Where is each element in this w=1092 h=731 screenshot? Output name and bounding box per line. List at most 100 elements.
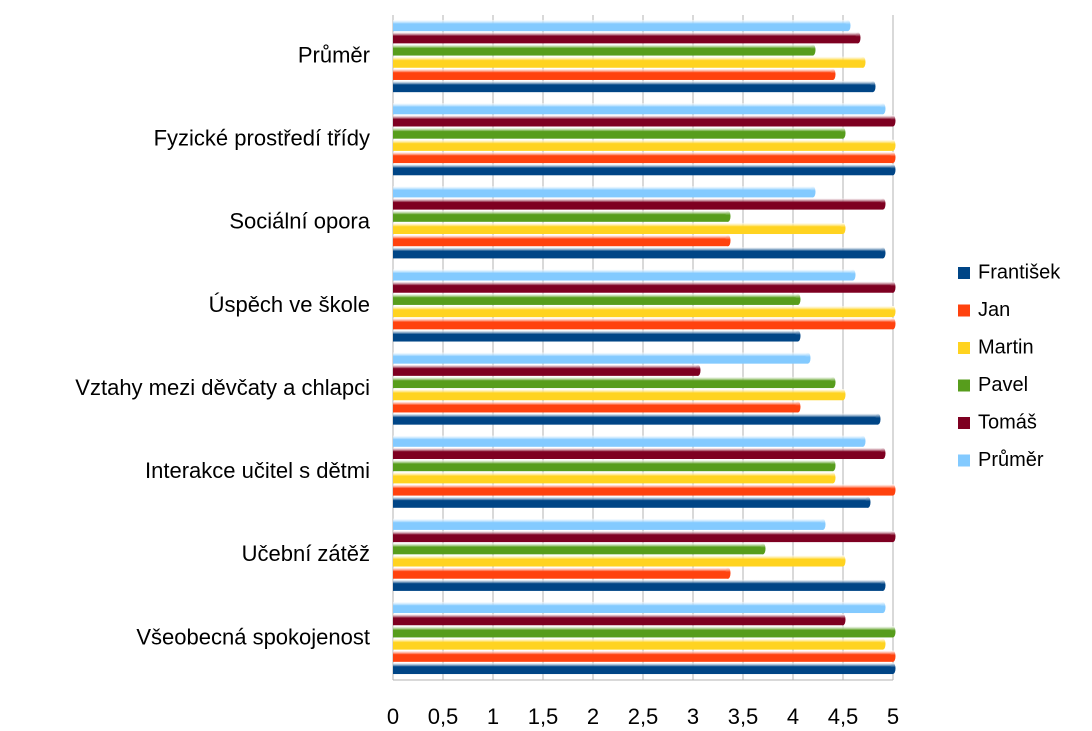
bar-end — [830, 472, 836, 484]
bar — [393, 127, 843, 139]
bar — [393, 459, 833, 472]
bar — [393, 496, 868, 508]
bar — [393, 364, 698, 376]
bar-end — [830, 376, 836, 389]
bar-end — [840, 127, 846, 139]
bar-end — [855, 32, 861, 44]
y-tick-label: Sociální opora — [229, 209, 370, 234]
bar — [393, 198, 883, 210]
bar — [393, 413, 878, 425]
bar — [393, 115, 893, 127]
bar-end — [890, 281, 896, 293]
bar — [393, 139, 893, 151]
bar-end — [880, 601, 886, 614]
bar — [393, 32, 858, 44]
bar-end — [880, 103, 886, 115]
bar-end — [795, 330, 801, 342]
bar-end — [890, 115, 896, 127]
bar-end — [890, 650, 896, 662]
bar-end — [840, 555, 846, 567]
bar — [393, 389, 843, 401]
bar — [393, 210, 728, 222]
x-tick-label: 5 — [887, 704, 899, 729]
bar-end — [870, 80, 876, 93]
bar-end — [725, 567, 731, 579]
bar-end — [820, 518, 826, 530]
x-tick-label: 4 — [787, 704, 799, 729]
legend-label: František — [978, 261, 1061, 283]
bar — [393, 235, 728, 247]
y-tick-label: Fyzické prostředí třídy — [154, 126, 370, 151]
y-tick-label: Všeobecná spokojenost — [136, 624, 370, 649]
legend-swatch — [958, 454, 970, 467]
bar-end — [880, 198, 886, 210]
bar — [393, 44, 813, 56]
legend-swatch — [958, 417, 970, 429]
bar — [393, 614, 843, 626]
x-tick-label: 0,5 — [428, 704, 459, 729]
bar — [393, 376, 833, 389]
bar-end — [840, 389, 846, 401]
bar — [393, 186, 813, 198]
x-tick-label: 0 — [387, 704, 399, 729]
bar-end — [795, 401, 801, 413]
bar — [393, 662, 893, 675]
x-tick-label: 4,5 — [828, 704, 859, 729]
bar — [393, 601, 883, 614]
bar-end — [890, 662, 896, 675]
bar — [393, 305, 893, 318]
bar-end — [890, 305, 896, 318]
bar — [393, 472, 833, 484]
bar-end — [845, 19, 851, 32]
bar — [393, 318, 893, 330]
bar — [393, 543, 763, 555]
x-tick-label: 3,5 — [728, 704, 759, 729]
bar — [393, 401, 798, 413]
bar-end — [890, 484, 896, 496]
bar-end — [890, 626, 896, 638]
bar-end — [890, 139, 896, 151]
legend-swatch — [958, 304, 970, 317]
bar — [393, 281, 893, 293]
bar — [393, 650, 893, 662]
x-tick-label: 2 — [587, 704, 599, 729]
bar — [393, 579, 883, 591]
legend-swatch — [958, 342, 970, 354]
bar-end — [860, 56, 866, 68]
bar — [393, 164, 893, 176]
bar-end — [810, 44, 816, 56]
bar-end — [695, 364, 701, 376]
bar-end — [805, 352, 811, 364]
y-tick-label: Úspěch ve škole — [209, 292, 370, 317]
y-tick-label: Průměr — [298, 42, 370, 67]
bar-end — [860, 435, 866, 447]
bar — [393, 484, 893, 496]
x-tick-label: 1 — [487, 704, 499, 729]
bar — [393, 352, 808, 364]
bar-end — [880, 447, 886, 459]
bar — [393, 247, 883, 259]
legend-label: Jan — [978, 299, 1010, 321]
bar-end — [875, 413, 881, 425]
legend-label: Průměr — [978, 449, 1044, 471]
bar-end — [890, 151, 896, 164]
bar — [393, 626, 893, 638]
bar-end — [880, 247, 886, 259]
bar-end — [840, 614, 846, 626]
bar — [393, 638, 883, 650]
bar-end — [880, 638, 886, 650]
bar — [393, 68, 833, 80]
bar-end — [890, 318, 896, 330]
bar-end — [830, 68, 836, 80]
bar-end — [725, 235, 731, 247]
bar-end — [865, 496, 871, 508]
bar — [393, 330, 798, 342]
legend-label: Pavel — [978, 374, 1028, 396]
bar-end — [810, 186, 816, 198]
bar-end — [725, 210, 731, 222]
bar-end — [760, 543, 766, 555]
bar-end — [830, 459, 836, 472]
bar-end — [890, 530, 896, 543]
x-tick-label: 2,5 — [628, 704, 659, 729]
